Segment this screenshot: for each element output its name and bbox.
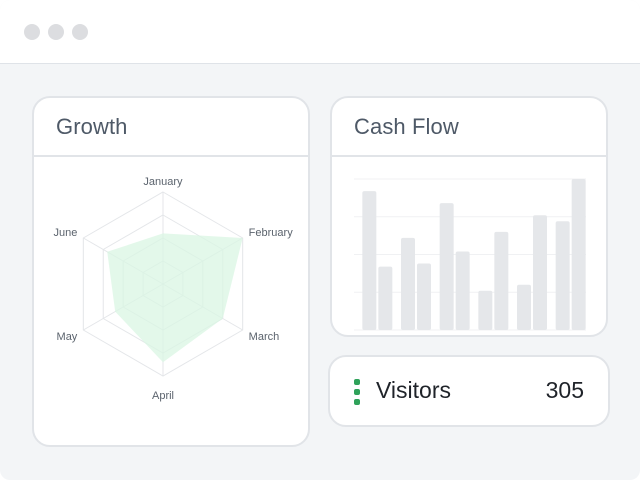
cashflow-card: Cash Flow JanFebMarAprMayJun	[330, 96, 608, 337]
bar	[517, 284, 531, 330]
cashflow-card-header: Cash Flow	[332, 98, 606, 157]
visitors-card[interactable]: Visitors 305	[328, 355, 610, 427]
bar	[417, 263, 431, 330]
vertical-dots-icon	[354, 379, 360, 405]
bar	[455, 251, 470, 330]
bar	[401, 237, 415, 330]
bar	[378, 266, 393, 330]
bar	[571, 179, 586, 330]
radar-axis-label: April	[152, 390, 174, 402]
cashflow-title: Cash Flow	[354, 114, 459, 139]
bar	[494, 231, 509, 330]
visitors-value: 305	[545, 377, 584, 403]
radar-axis-label: May	[57, 331, 78, 343]
growth-title: Growth	[56, 114, 128, 139]
growth-card-header: Growth	[34, 98, 308, 157]
window-dot[interactable]	[72, 24, 88, 40]
radar-axis-label: March	[249, 331, 280, 343]
radar-axis-label: June	[53, 227, 77, 239]
cashflow-bar-chart: JanFebMarAprMayJun	[354, 178, 586, 331]
title-bar	[0, 0, 640, 64]
radar-axis-label: February	[249, 227, 294, 239]
bar	[478, 290, 493, 330]
radar-series-area	[107, 233, 243, 363]
growth-radar-chart: January February March April May June	[53, 176, 294, 402]
window-dot[interactable]	[24, 24, 40, 40]
visitors-label: Visitors	[376, 377, 451, 403]
bar	[533, 215, 547, 330]
radar-axis-label: January	[143, 176, 183, 188]
bar	[362, 191, 377, 330]
window-dot[interactable]	[48, 24, 64, 40]
bar	[439, 203, 454, 330]
growth-card: Growth January February March April May June	[32, 96, 310, 447]
bar	[555, 221, 570, 330]
